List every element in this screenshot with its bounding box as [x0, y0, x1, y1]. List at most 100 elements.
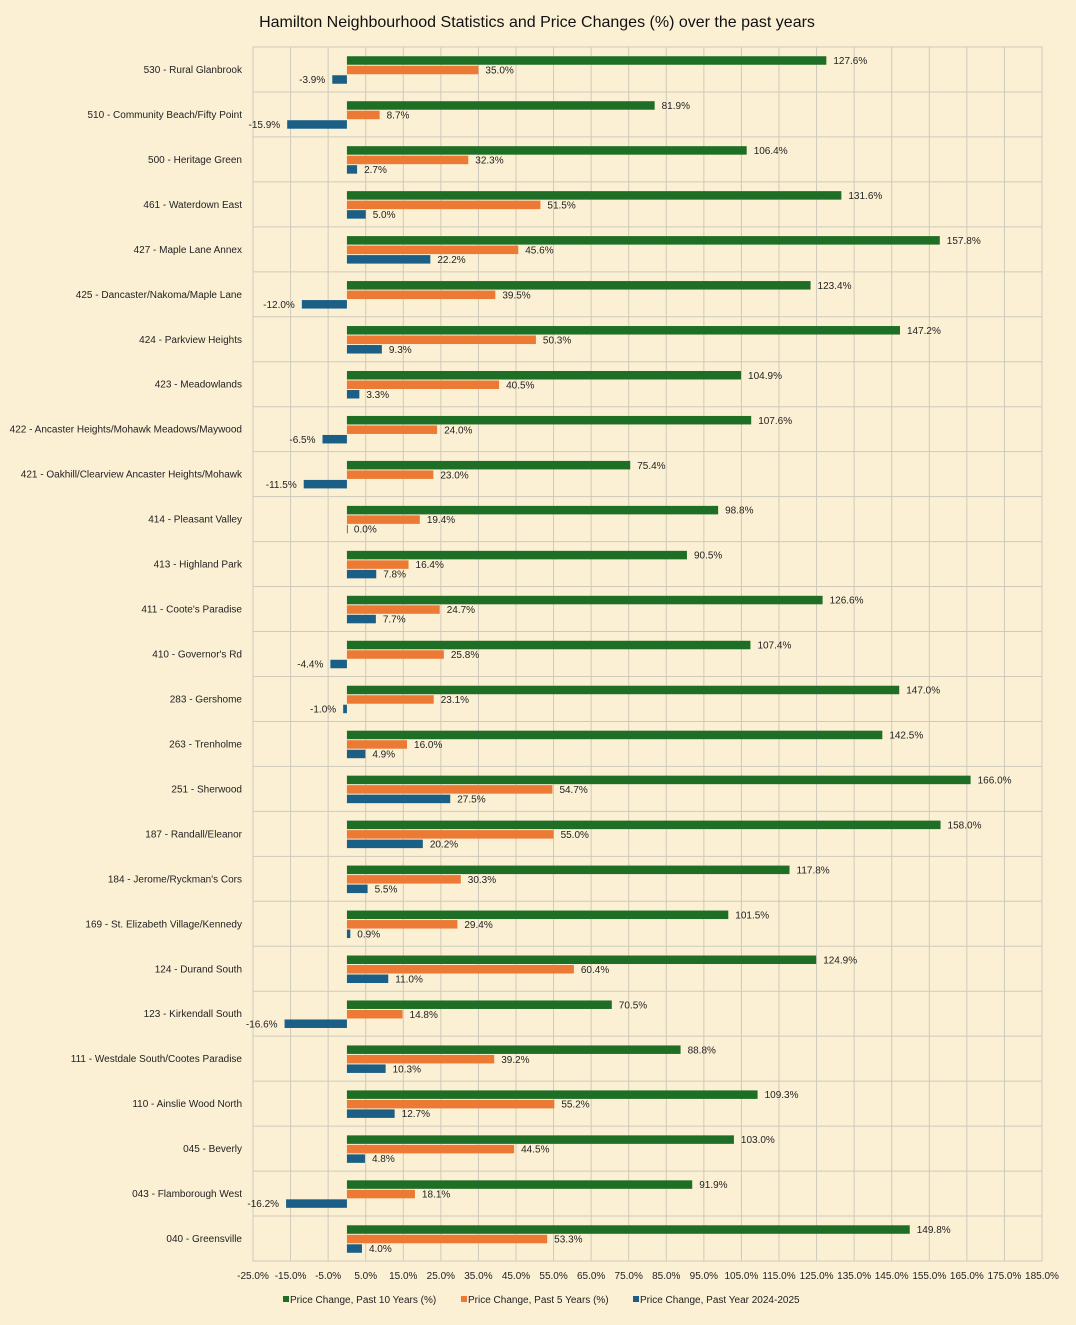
- data-label: 25.8%: [451, 650, 479, 661]
- bar-series-2: [346, 560, 409, 569]
- bar-series-1: [346, 460, 631, 470]
- data-label: -16.6%: [246, 1019, 278, 1030]
- category-label: 421 - Oakhill/Clearview Ancaster Heights…: [21, 470, 243, 481]
- data-label: 2.7%: [364, 165, 387, 176]
- category-label: 410 - Governor's Rd: [152, 650, 242, 661]
- x-tick-label: 165.0%: [950, 1271, 984, 1282]
- data-label: 11.0%: [395, 974, 423, 985]
- bar-series-3: [346, 1109, 395, 1118]
- bar-series-3: [286, 1199, 347, 1208]
- data-label: 23.1%: [441, 695, 469, 706]
- bar-series-2: [346, 830, 554, 839]
- bar-series-2: [346, 110, 380, 120]
- bar-series-3: [346, 524, 348, 534]
- data-label: -1.0%: [310, 705, 336, 716]
- bar-series-2: [346, 1234, 548, 1244]
- data-label: 104.9%: [748, 371, 782, 382]
- bar-series-1: [346, 910, 729, 920]
- data-label: 117.8%: [797, 865, 830, 876]
- bar-series-3: [346, 884, 368, 894]
- bar-series-1: [346, 236, 940, 245]
- bar-series-1: [346, 415, 752, 425]
- bar-series-2: [346, 245, 519, 255]
- bar-series-2: [346, 1099, 555, 1109]
- bar-series-3: [301, 300, 347, 309]
- data-label: 32.3%: [475, 156, 503, 167]
- bar-series-2: [346, 1054, 495, 1064]
- bar-series-1: [346, 1135, 734, 1144]
- bar-series-2: [346, 515, 420, 524]
- x-tick-label: 125.0%: [800, 1271, 834, 1282]
- bar-series-2: [346, 1144, 515, 1154]
- data-label: 22.2%: [437, 255, 465, 266]
- x-tick-label: 45.0%: [502, 1271, 530, 1282]
- data-label: 60.4%: [581, 965, 609, 976]
- bar-series-1: [346, 1225, 910, 1234]
- x-tick-label: 115.0%: [762, 1271, 795, 1282]
- x-tick-label: 55.0%: [539, 1271, 567, 1282]
- bar-series-2: [346, 785, 553, 794]
- category-label: 424 - Parkview Heights: [139, 335, 242, 346]
- data-label: 40.5%: [506, 380, 534, 391]
- data-label: 18.1%: [422, 1190, 450, 1201]
- x-tick-label: 155.0%: [912, 1271, 946, 1282]
- legend-swatch-series-3: [633, 1296, 639, 1302]
- x-tick-label: 185.0%: [1025, 1271, 1059, 1282]
- data-label: 107.4%: [757, 641, 791, 652]
- bar-series-3: [346, 1244, 362, 1253]
- bar-series-2: [346, 380, 500, 389]
- bar-series-1: [346, 1090, 758, 1099]
- data-label: 107.6%: [758, 416, 792, 427]
- bar-series-2: [346, 965, 574, 974]
- category-label: 187 - Randall/Eleanor: [145, 829, 242, 840]
- data-label: 35.0%: [485, 66, 513, 77]
- bar-series-1: [346, 550, 687, 560]
- x-tick-label: 145.0%: [875, 1271, 909, 1282]
- data-label: 91.9%: [699, 1180, 727, 1191]
- bar-series-2: [346, 740, 408, 749]
- bar-series-3: [346, 974, 389, 984]
- bar-series-2: [346, 155, 469, 165]
- category-label: 124 - Durand South: [155, 964, 242, 975]
- bar-series-1: [346, 820, 941, 830]
- data-label: 3.3%: [366, 390, 389, 401]
- data-label: -4.4%: [297, 660, 323, 671]
- data-label: 30.3%: [468, 875, 496, 886]
- bar-series-1: [346, 370, 742, 380]
- x-tick-label: 85.0%: [652, 1271, 680, 1282]
- bar-series-2: [346, 695, 434, 704]
- data-label: 23.0%: [440, 470, 468, 481]
- data-label: 24.7%: [447, 605, 475, 616]
- data-label: 147.2%: [907, 326, 941, 337]
- data-label: 51.5%: [547, 200, 575, 211]
- data-label: 24.0%: [444, 425, 472, 436]
- category-label: 411 - Coote's Paradise: [141, 605, 242, 616]
- bar-series-1: [346, 1180, 693, 1189]
- category-label: 111 - Westdale South/Cootes Paradise: [71, 1054, 243, 1065]
- bar-series-1: [346, 640, 751, 650]
- data-label: 53.3%: [554, 1235, 582, 1246]
- data-label: 7.8%: [383, 570, 406, 581]
- category-label: 263 - Trenholme: [169, 739, 242, 750]
- bar-series-3: [346, 165, 358, 174]
- category-label: 461 - Waterdown East: [143, 200, 242, 211]
- data-label: 16.0%: [414, 740, 442, 751]
- data-label: 19.4%: [427, 515, 455, 526]
- bar-series-3: [346, 569, 377, 579]
- category-label: 530 - Rural Glanbrook: [144, 65, 243, 76]
- x-tick-label: 95.0%: [690, 1271, 718, 1282]
- bar-series-3: [332, 75, 347, 84]
- category-label: 425 - Dancaster/Nakoma/Maple Lane: [76, 290, 243, 301]
- data-label: 103.0%: [741, 1135, 775, 1146]
- x-tick-label: 75.0%: [615, 1271, 643, 1282]
- data-label: 44.5%: [521, 1145, 549, 1156]
- data-label: 123.4%: [818, 281, 852, 292]
- bar-series-3: [284, 1019, 347, 1028]
- legend-swatch-series-2: [461, 1296, 467, 1302]
- x-tick-label: 135.0%: [837, 1271, 871, 1282]
- category-label: 251 - Sherwood: [171, 784, 242, 795]
- data-label: 10.3%: [393, 1064, 421, 1075]
- bar-series-2: [346, 335, 536, 345]
- bar-series-1: [346, 955, 817, 965]
